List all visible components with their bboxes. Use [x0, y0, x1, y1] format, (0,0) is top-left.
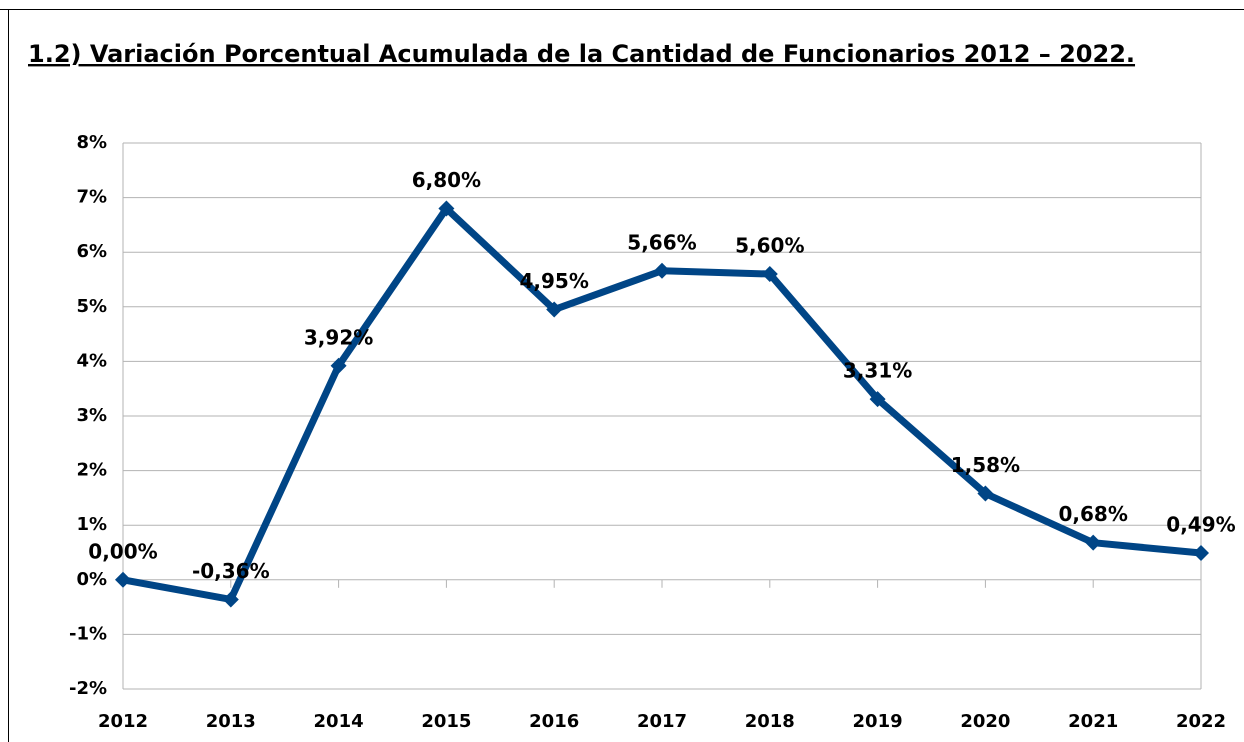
y-tick-label: 3% — [76, 405, 107, 426]
y-tick-label: 6% — [76, 241, 107, 262]
y-tick-label: 1% — [76, 514, 107, 535]
y-tick-label: -2% — [69, 678, 107, 699]
y-tick-label: 7% — [76, 187, 107, 208]
data-label: 0,00% — [88, 539, 157, 563]
y-tick-label: 4% — [76, 350, 107, 371]
x-tick-label: 2021 — [1068, 711, 1118, 732]
data-label: 5,66% — [627, 230, 696, 254]
x-tick-label: 2020 — [960, 711, 1010, 732]
marker — [761, 266, 778, 283]
data-label: 0,49% — [1166, 513, 1235, 537]
data-label: 6,80% — [412, 168, 481, 192]
y-tick-label: 8% — [76, 132, 107, 153]
x-tick-label: 2016 — [529, 711, 579, 732]
marker — [977, 485, 994, 502]
data-label: 1,58% — [951, 453, 1020, 477]
data-label: -0,36% — [192, 559, 270, 583]
x-tick-label: 2019 — [853, 711, 903, 732]
y-tick-label: 0% — [76, 569, 107, 590]
data-label: 3,31% — [843, 359, 912, 383]
y-tick-label: 5% — [76, 296, 107, 317]
x-tick-label: 2012 — [98, 711, 148, 732]
marker — [222, 591, 239, 608]
marker — [1193, 545, 1209, 562]
x-tick-label: 2022 — [1176, 711, 1226, 732]
marker — [1085, 534, 1102, 551]
data-label: 5,60% — [735, 234, 804, 258]
marker — [869, 391, 886, 408]
marker — [330, 357, 347, 374]
marker — [115, 571, 131, 588]
data-label: 4,95% — [520, 269, 589, 293]
x-tick-label: 2014 — [314, 711, 364, 732]
x-tick-label: 2015 — [421, 711, 471, 732]
x-tick-label: 2017 — [637, 711, 687, 732]
chart-title: 1.2) Variación Porcentual Acumulada de l… — [28, 40, 1135, 68]
data-label: 0,68% — [1059, 502, 1128, 526]
marker — [654, 262, 670, 279]
marker — [546, 301, 563, 318]
y-tick-label: 2% — [76, 460, 107, 481]
data-label: 3,92% — [304, 325, 373, 349]
marker — [438, 200, 455, 217]
x-tick-label: 2018 — [745, 711, 795, 732]
x-tick-label: 2013 — [206, 711, 256, 732]
y-tick-label: -1% — [69, 623, 107, 644]
